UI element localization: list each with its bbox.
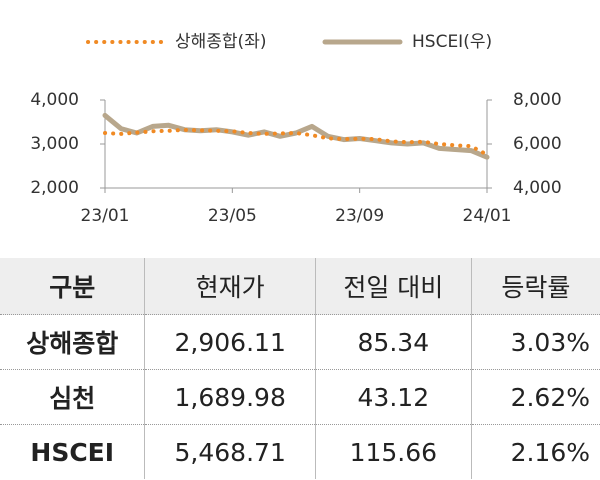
header-cell: 현재가 bbox=[144, 258, 316, 315]
y-tick-label: 4,000 bbox=[30, 90, 79, 110]
cell: 1,689.98 bbox=[144, 369, 316, 425]
data-table: 구분 현재가 전일 대비 등락률 상해종합 2,906.11 85.34 3.03% … bbox=[0, 258, 600, 479]
x-tick-label: 24/01 bbox=[463, 206, 512, 226]
y2-tick-label: 4,000 bbox=[513, 178, 562, 198]
row: HSCEI 5,468.71 115.66 2.16% bbox=[0, 424, 600, 479]
row: 심천 1,689.98 43.12 2.62% bbox=[0, 369, 600, 425]
chart: 2,000 3,000 4,000 4,000 6,000 8,000 23/01 23/05… bbox=[30, 32, 562, 226]
header-cell: 전일 대비 bbox=[314, 258, 472, 315]
y2-tick-label: 8,000 bbox=[513, 90, 562, 110]
x-tick-label: 23/05 bbox=[208, 206, 257, 226]
y2-tick-label: 6,000 bbox=[513, 134, 562, 154]
cell: 115.66 bbox=[314, 424, 472, 479]
data-line bbox=[103, 127, 489, 157]
y-tick-label: 3,000 bbox=[30, 134, 79, 154]
cell: 43.12 bbox=[314, 369, 472, 425]
x-tick-label: 23/09 bbox=[335, 206, 384, 226]
cell: 상해종합 bbox=[0, 314, 145, 370]
cell: 2.16% bbox=[470, 424, 600, 479]
cell: 85.34 bbox=[314, 314, 472, 370]
legend-label: HSCEI(우) bbox=[412, 32, 492, 52]
row: 상해종합 2,906.11 85.34 3.03% bbox=[0, 314, 600, 370]
cell: 5,468.71 bbox=[144, 424, 316, 479]
header-cell: 등락률 bbox=[470, 258, 600, 315]
cell: 심천 bbox=[0, 369, 145, 425]
x-tick-label: 23/01 bbox=[81, 206, 130, 226]
cell: 2.62% bbox=[470, 369, 600, 425]
cell: 2,906.11 bbox=[144, 314, 316, 370]
legend-label: 상해종합(좌) bbox=[175, 32, 266, 52]
cell: 3.03% bbox=[470, 314, 600, 370]
cell: HSCEI bbox=[0, 424, 145, 479]
data-line bbox=[102, 112, 490, 160]
header-row: 구분 현재가 전일 대비 등락률 bbox=[0, 258, 600, 315]
y-tick-label: 2,000 bbox=[30, 178, 79, 198]
header-cell: 구분 bbox=[0, 258, 145, 315]
